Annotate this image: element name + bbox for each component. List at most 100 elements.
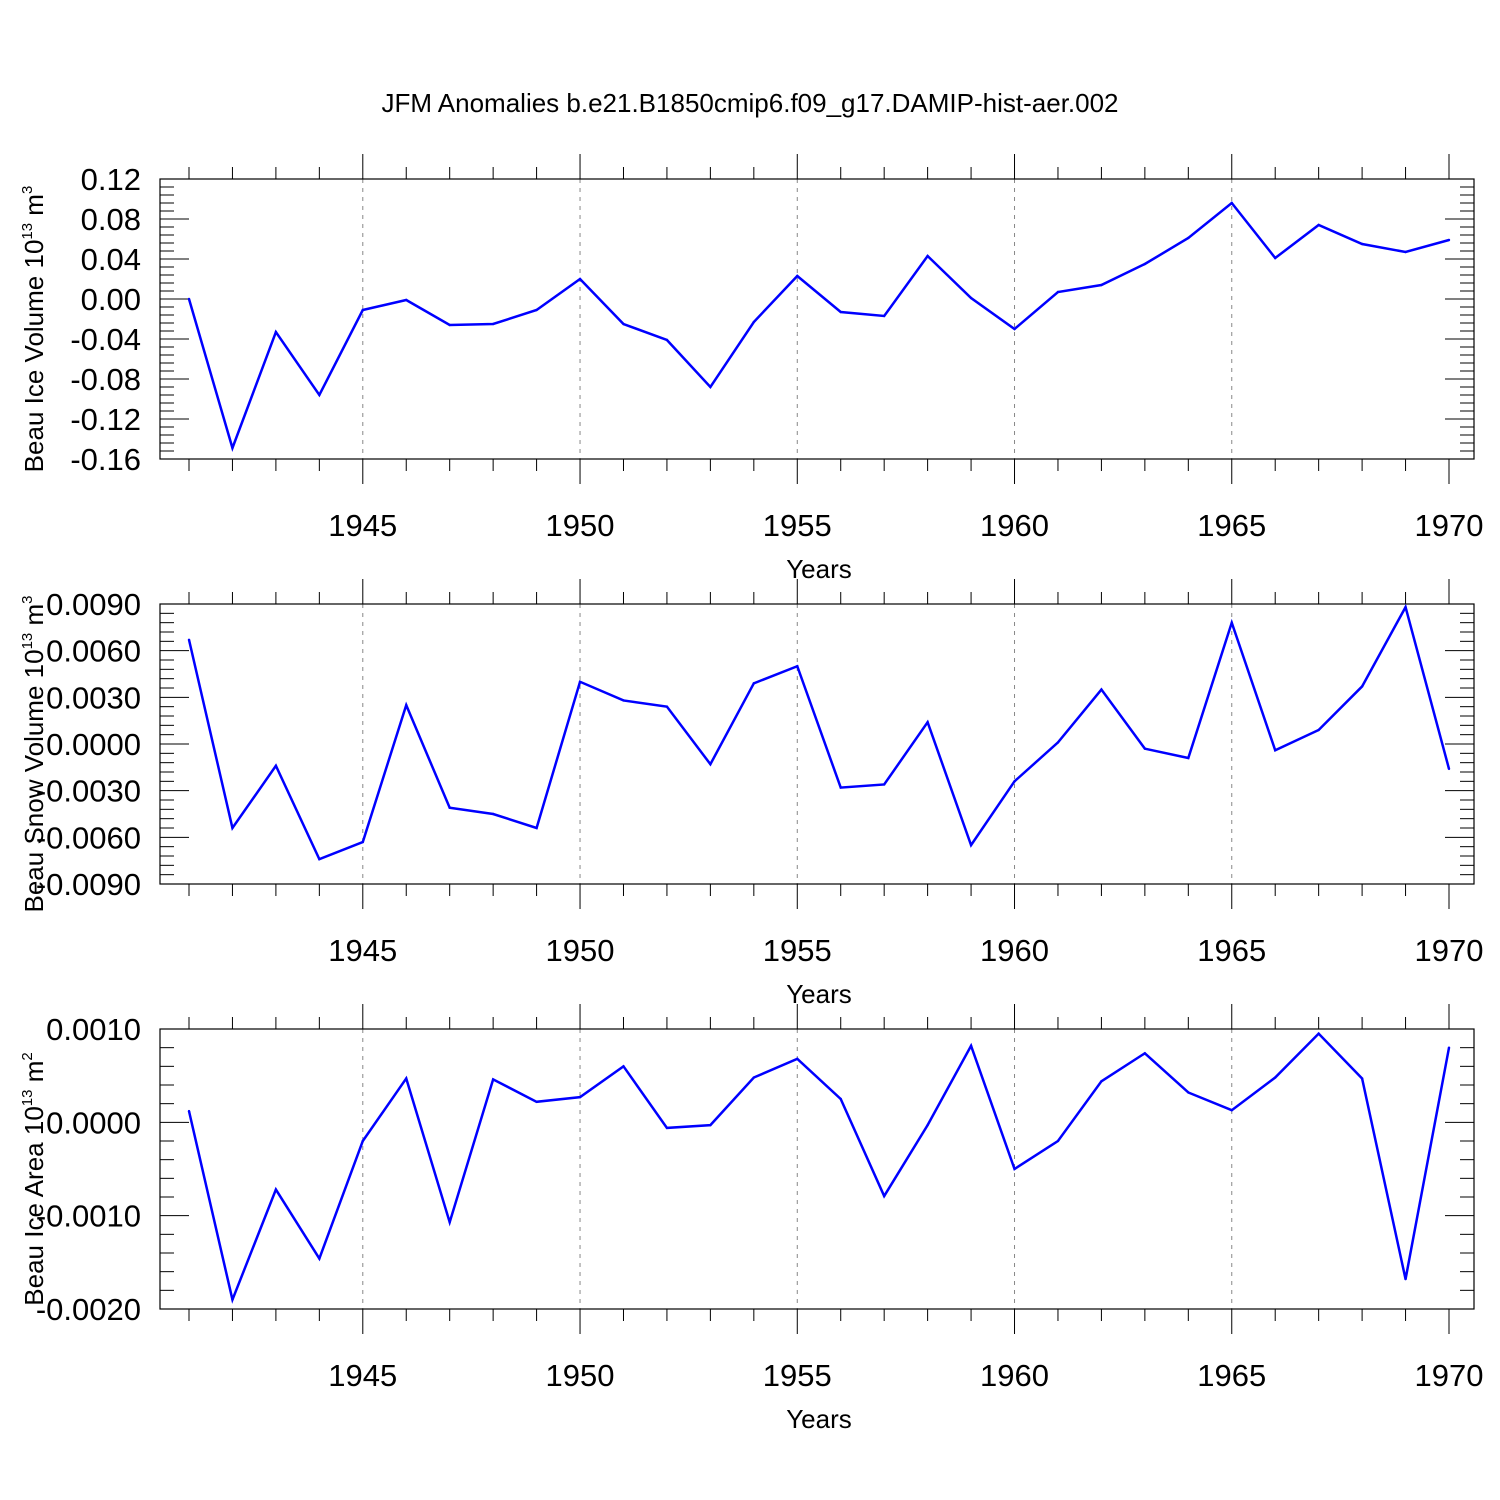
data-point [187,297,191,301]
y-tick-label: -0.0020 [36,1292,141,1327]
data-point [1317,1032,1320,1035]
data-point [1317,223,1320,227]
y-axis-title: Beau Ice Volume 1013 m3 [19,186,49,473]
data-point [1230,201,1233,205]
x-axis-title: Years [786,1404,852,1434]
data-point [231,446,234,450]
y-tick-label: 0.0010 [46,1012,141,1047]
y-axis-title: Beau Ice Area 1013 m2 [19,1052,49,1305]
data-point [491,322,495,326]
x-tick-label: 1955 [763,1358,832,1393]
data-point [969,296,973,300]
data-point [1100,283,1103,287]
x-tick-label: 1960 [980,508,1049,543]
data-point [231,1298,234,1301]
data-point [448,806,451,809]
x-tick-label: 1950 [546,1358,615,1393]
data-point [405,298,408,302]
data-point [1317,728,1320,732]
data-point [491,1078,495,1081]
data-point [882,783,886,786]
x-tick-label: 1945 [328,933,397,968]
data-point [274,330,278,334]
y-tick-label: -0.16 [70,442,141,477]
data-point [361,1139,364,1143]
y-tick-label: -0.12 [70,402,141,437]
data-point [578,1095,582,1099]
data-point [622,1065,625,1068]
data-point [709,385,712,389]
data-point [1230,621,1233,624]
data-point [622,699,625,702]
y-tick-label: -0.0030 [36,774,141,809]
x-tick-label: 1955 [763,508,832,543]
data-point [839,1097,842,1101]
data-point [752,320,756,324]
chart-panel-3: 0.0010 0.0000 -0.0010 -0.0020 1945 1950 1955 19… [19,1004,1483,1434]
data-point [1274,749,1277,752]
x-tick-label: 1965 [1197,1358,1266,1393]
y-tick-label: 0.12 [81,162,141,197]
data-point [1404,1277,1407,1281]
data-point [665,1126,669,1130]
data-point [1013,1167,1016,1171]
y-tick-label: -0.04 [70,322,141,357]
data-point [839,786,842,789]
y-tick-label: 0.0060 [46,634,141,669]
data-point [535,308,538,312]
data-point [1143,1052,1147,1055]
data-point [1187,1091,1190,1094]
data-point [578,680,582,683]
x-tick-label: 1965 [1197,508,1266,543]
data-point [926,721,929,724]
data-point [1143,262,1147,266]
y-tick-label: 0.08 [81,202,141,237]
x-tick-label: 1960 [980,933,1049,968]
data-point [796,274,799,278]
data-point [1056,290,1060,294]
data-point [1187,756,1190,760]
x-tick-label: 1945 [328,1358,397,1393]
series-line [187,201,1450,452]
data-point [405,1077,408,1080]
data-point [1230,1109,1233,1112]
data-point [274,1188,278,1191]
data-point [1360,242,1364,246]
data-point [969,843,973,847]
data-point [231,826,234,830]
data-point [448,323,451,327]
data-point [1447,767,1451,771]
plot-frame [159,178,1475,460]
data-point [882,314,886,318]
x-tick-label: 1950 [546,933,615,968]
chart-title: JFM Anomalies b.e21.B1850cmip6.f09_g17.D… [381,88,1119,118]
data-point [448,1221,451,1224]
plot-frame [159,1028,1475,1310]
data-point [969,1044,973,1048]
series-line [187,603,1451,861]
data-point [1100,1080,1103,1083]
data-point [752,1076,756,1079]
y-tick-label: 0.0000 [46,1105,141,1140]
data-point [1360,1077,1364,1080]
data-point [535,826,538,830]
y-axis-title: Beau Snow Volume 1013 m3 [19,596,49,913]
data-point [535,1100,538,1104]
data-point [665,338,669,342]
data-point [796,665,799,668]
data-point [578,277,582,281]
plot-frame [159,603,1475,885]
x-tick-label: 1970 [1415,933,1484,968]
data-point [361,840,364,844]
data-point [1013,327,1016,331]
chart-panel-2: 0.0090 0.0060 0.0030 0.0000 -0.0030 -0.0060 -0… [19,579,1483,1009]
y-tick-label: -0.0090 [36,867,141,902]
y-tick-label: 0.00 [81,282,141,317]
chart-panel-1: 0.12 0.08 0.04 0.00 -0.04 -0.08 -0.12 -0.16 1945… [19,154,1483,584]
data-point [1447,1046,1451,1049]
x-tick-label: 1955 [763,933,832,968]
data-point [709,1123,712,1127]
y-tick-label: -0.08 [70,362,141,397]
data-point [318,857,321,861]
